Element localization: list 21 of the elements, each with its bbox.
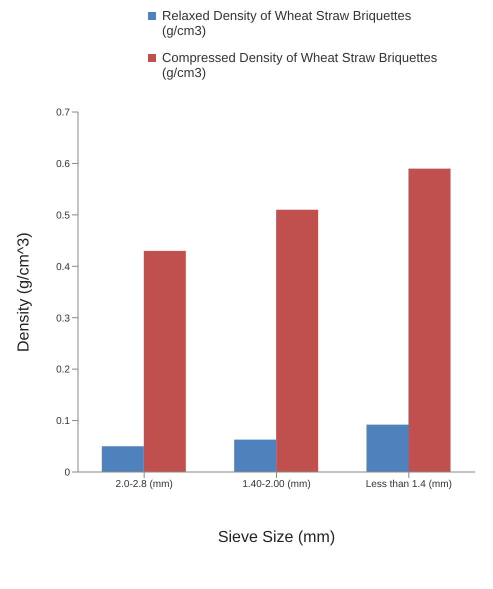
y-tick-label: 0.3	[56, 313, 70, 324]
x-tick-label: 1.40-2.00 (mm)	[242, 479, 311, 490]
y-tick-label: 0	[64, 468, 70, 479]
bar	[366, 424, 408, 472]
y-axis-title: Density (g/cm^3)	[16, 232, 33, 352]
x-tick-label: Less than 1.4 (mm)	[366, 479, 452, 490]
y-tick-label: 0.4	[56, 262, 70, 273]
bar	[234, 440, 276, 472]
y-tick-label: 0.1	[56, 416, 70, 428]
legend-label: Relaxed Density of Wheat Straw Briquettes (g/cm3)	[162, 8, 412, 38]
x-tick-label: 2.0-2.8 (mm)	[116, 479, 173, 490]
y-tick-label: 0.5	[56, 210, 70, 222]
bar	[102, 446, 144, 472]
legend-label: Compressed Density of Wheat Straw Briquettes (g/cm3)	[162, 50, 438, 80]
bar	[144, 250, 186, 472]
bar	[408, 168, 450, 472]
y-tick-label: 0.2	[56, 364, 70, 376]
y-tick-label: 0.6	[56, 158, 70, 170]
x-axis-title: Sieve Size (mm)	[218, 529, 336, 546]
y-tick-label: 0.7	[56, 108, 70, 119]
bar	[276, 210, 318, 472]
